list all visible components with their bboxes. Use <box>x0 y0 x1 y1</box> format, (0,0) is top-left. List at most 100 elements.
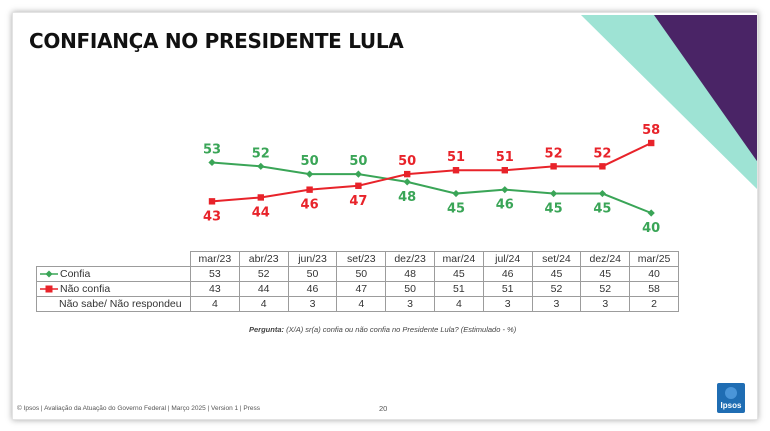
data-label-confia: 48 <box>398 190 416 205</box>
table-cell: 3 <box>385 296 435 312</box>
table-cell: 3 <box>580 296 631 312</box>
table-cell: 58 <box>629 281 679 297</box>
table-cell: 50 <box>385 281 435 297</box>
legend-label-nao-confia: Não confia <box>60 283 111 295</box>
table-cell: 52 <box>580 281 631 297</box>
slide: CONFIANÇA NO PRESIDENTE LULA 53 52 50 50 48 4… <box>12 12 758 420</box>
data-label-nao-confia: 46 <box>301 198 319 213</box>
data-label-confia: 52 <box>252 146 270 161</box>
point-confia <box>647 209 655 217</box>
point-nao-confia <box>208 198 216 205</box>
table-cell: 4 <box>238 296 289 312</box>
table-cell: 50 <box>336 266 387 282</box>
table-cell: 47 <box>336 281 387 297</box>
question-label: Pergunta: <box>249 325 285 334</box>
table-cell: 45 <box>531 266 582 282</box>
point-confia <box>550 189 558 198</box>
data-label-nao-confia: 51 <box>447 150 465 165</box>
series-line-confia <box>211 161 652 214</box>
point-nao-confia <box>404 170 411 178</box>
point-nao-confia <box>452 167 460 174</box>
point-confia <box>598 189 606 198</box>
point-nao-confia <box>648 139 655 147</box>
table-row-nao-confia: Não confia 43 44 46 47 50 51 51 52 52 58 <box>36 281 679 297</box>
data-label-confia: 50 <box>301 154 319 169</box>
table-cell: 43 <box>190 281 240 297</box>
point-nao-confia <box>501 167 508 174</box>
point-nao-confia <box>355 182 362 189</box>
point-confia <box>208 158 216 167</box>
table-cell: 51 <box>433 281 484 297</box>
data-label-nao-confia: 52 <box>545 146 563 161</box>
table-corner <box>36 251 191 267</box>
table-cell: 4 <box>433 296 484 312</box>
col-header: mar/25 <box>629 251 679 267</box>
point-confia <box>306 170 314 178</box>
data-label-confia: 45 <box>447 202 465 217</box>
table-cell: 48 <box>385 266 435 282</box>
table-cell: 51 <box>482 281 533 297</box>
row-header-confia: Confia <box>36 266 191 282</box>
table-cell: 4 <box>336 296 387 312</box>
page-title: CONFIANÇA NO PRESIDENTE LULA <box>29 29 404 53</box>
table-cell: 3 <box>287 296 338 312</box>
table-cell: 44 <box>238 281 289 297</box>
legend-key-confia <box>40 270 58 278</box>
table-row-nao-sabe: Não sabe/ Não respondeu 4 4 3 4 3 4 3 3 … <box>36 296 679 312</box>
col-header: dez/23 <box>385 251 435 267</box>
table-cell: 3 <box>482 296 533 312</box>
logo-text: Ipsos <box>720 401 742 410</box>
col-header: mar/24 <box>433 251 484 267</box>
table-header-row: mar/23 abr/23 jun/23 set/23 dez/23 mar/2… <box>36 251 679 267</box>
data-label-nao-confia: 58 <box>642 123 660 138</box>
question-note: Pergunta: (X/A) sr(a) confia ou não conf… <box>249 325 516 334</box>
data-label-confia: 50 <box>349 154 367 169</box>
point-confia <box>501 186 509 194</box>
table-cell: 46 <box>287 281 338 297</box>
data-label-confia: 40 <box>642 221 660 236</box>
legend-key-nao-confia <box>40 285 58 293</box>
point-nao-confia <box>550 163 557 170</box>
point-nao-confia <box>599 163 606 170</box>
table-cell: 53 <box>190 266 240 282</box>
page-number: 20 <box>379 404 388 413</box>
data-label-confia: 53 <box>203 142 221 157</box>
question-text: (X/A) sr(a) confia ou não confia no Pres… <box>286 325 517 334</box>
point-confia <box>354 170 362 178</box>
data-table: mar/23 abr/23 jun/23 set/23 dez/23 mar/2… <box>36 251 679 312</box>
point-nao-confia <box>257 194 264 201</box>
col-header: abr/23 <box>238 251 289 267</box>
table-cell: 45 <box>433 266 484 282</box>
col-header: jul/24 <box>482 251 533 267</box>
table-cell: 2 <box>629 296 679 312</box>
data-label-nao-confia: 50 <box>398 154 416 169</box>
data-label-nao-confia: 47 <box>349 194 367 209</box>
col-header: set/23 <box>336 251 387 267</box>
data-label-nao-confia: 44 <box>252 205 270 220</box>
data-label-nao-confia: 43 <box>203 209 221 224</box>
table-cell: 50 <box>287 266 338 282</box>
table-cell: 45 <box>580 266 631 282</box>
data-label-nao-confia: 51 <box>496 150 514 165</box>
data-label-nao-confia: 52 <box>593 146 611 161</box>
table-cell: 40 <box>629 266 679 282</box>
footer-text: © Ipsos | Avaliação da Atuação do Govern… <box>17 405 261 412</box>
table-cell: 46 <box>482 266 533 282</box>
point-confia <box>257 162 265 170</box>
table-cell: 3 <box>531 296 582 312</box>
legend-label-confia: Confia <box>60 268 91 280</box>
table-row-confia: Confia 53 52 50 50 48 45 46 45 45 40 <box>36 266 679 282</box>
table-cell: 52 <box>531 281 582 297</box>
point-nao-confia <box>306 186 313 193</box>
col-header: mar/23 <box>190 251 240 267</box>
data-label-confia: 45 <box>545 202 563 217</box>
logo-dot-icon <box>725 387 737 399</box>
data-label-confia: 46 <box>496 198 514 213</box>
series-line-nao-confia <box>211 142 652 203</box>
point-confia <box>452 189 460 198</box>
data-label-confia: 45 <box>593 202 611 217</box>
table-cell: 52 <box>238 266 289 282</box>
row-header-nao-sabe: Não sabe/ Não respondeu <box>36 296 191 312</box>
ipsos-logo: Ipsos <box>717 383 745 413</box>
table-cell: 4 <box>190 296 240 312</box>
